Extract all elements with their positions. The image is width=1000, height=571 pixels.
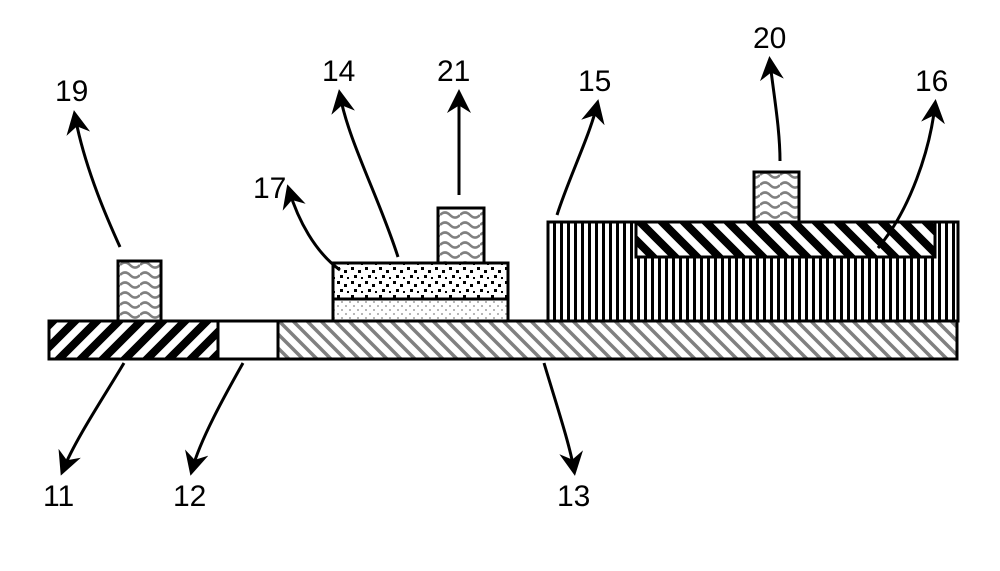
- label-21: 21: [437, 55, 470, 89]
- arrow-14: [340, 95, 398, 257]
- block-17: [333, 299, 508, 321]
- arrow-20: [770, 62, 780, 161]
- label-17: 17: [253, 172, 286, 206]
- arrow-12: [192, 363, 243, 470]
- arrow-13: [544, 363, 574, 470]
- block-20: [754, 172, 799, 222]
- block-14: [333, 263, 508, 299]
- block-19: [118, 261, 161, 321]
- base-bar: [49, 321, 957, 359]
- label-14: 14: [322, 55, 355, 89]
- base-seg1: [49, 321, 218, 359]
- arrow-19: [75, 116, 120, 247]
- base-seg3: [278, 321, 957, 359]
- arrow-17: [289, 190, 340, 270]
- label-19: 19: [55, 75, 88, 109]
- block-16: [636, 222, 935, 257]
- block-21: [438, 208, 484, 263]
- label-16: 16: [915, 65, 948, 99]
- label-12: 12: [173, 480, 206, 514]
- label-13: 13: [557, 480, 590, 514]
- label-11: 11: [43, 480, 74, 514]
- label-20: 20: [753, 22, 786, 56]
- arrow-15: [557, 105, 597, 215]
- label-15: 15: [578, 65, 611, 99]
- base-seg2: [218, 321, 278, 359]
- arrow-11: [63, 363, 124, 470]
